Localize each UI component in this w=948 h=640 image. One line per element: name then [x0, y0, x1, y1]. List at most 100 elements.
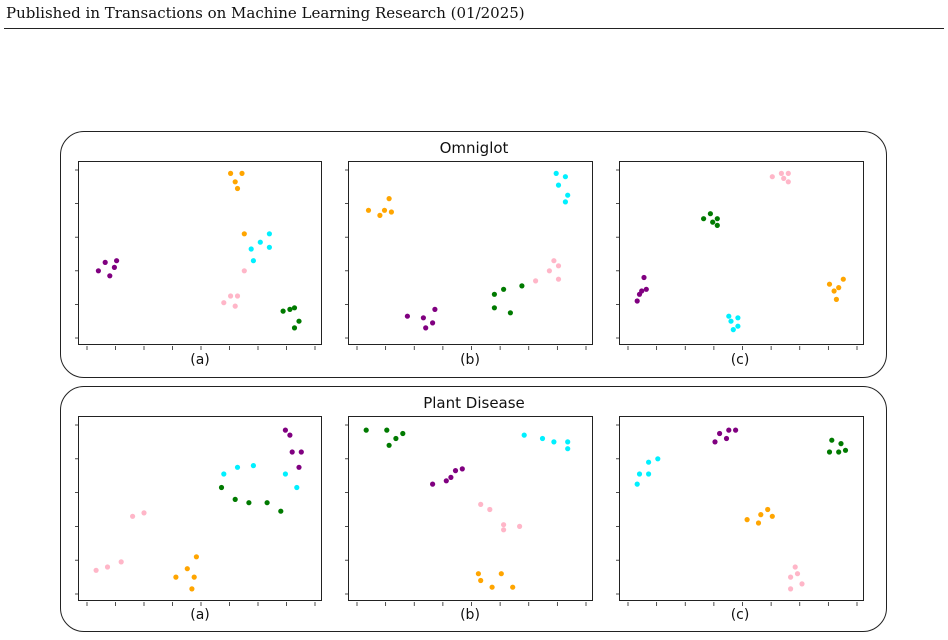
omniglot-group-box: [60, 131, 887, 378]
scatter-point-green: [400, 430, 406, 437]
scatter-point-cyan: [539, 435, 546, 442]
scatter-point-pink: [785, 179, 791, 185]
scatter-point-orange: [191, 574, 197, 580]
scatter-point-orange: [489, 584, 495, 590]
scatter-point-pink: [232, 303, 238, 309]
scatter-point-purple: [639, 288, 645, 294]
plant-disease-group-box: [60, 386, 887, 632]
scatter-point-cyan: [562, 174, 568, 180]
scatter-point-cyan: [221, 471, 227, 477]
plant-disease-panel-b-label: (b): [460, 607, 480, 623]
scatter-point-green: [507, 310, 513, 316]
scatter-point-purple: [726, 427, 732, 433]
scatter-point-pink: [794, 571, 801, 577]
scatter-point-pink: [228, 293, 234, 299]
scatter-point-green: [491, 305, 497, 311]
scatter-point-purple: [443, 478, 449, 484]
scatter-point-cyan: [551, 439, 557, 445]
scatter-point-green: [363, 427, 369, 433]
scatter-point-purple: [712, 439, 718, 445]
scatter-point-orange: [365, 207, 372, 213]
scatter-point-cyan: [730, 327, 736, 333]
scatter-point-green: [287, 306, 293, 312]
plant-disease-panel-a-plot: [75, 424, 316, 606]
scatter-point-cyan: [294, 484, 300, 491]
scatter-point-pink: [478, 501, 484, 507]
scatter-point-orange: [765, 506, 771, 513]
scatter-point-cyan: [250, 258, 256, 264]
scatter-point-purple: [298, 449, 304, 455]
scatter-point-pink: [555, 276, 562, 282]
scatter-point-green: [218, 484, 225, 491]
scatter-point-green: [714, 222, 720, 228]
scatter-point-purple: [452, 468, 459, 474]
scatter-point-orange: [388, 209, 394, 215]
scatter-point-pink: [104, 564, 111, 570]
scatter-point-pink: [487, 506, 493, 513]
omniglot-panel-a-label: (a): [190, 352, 210, 368]
scatter-point-purple: [459, 466, 465, 472]
scatter-point-green: [291, 305, 298, 311]
scatter-point-green: [296, 318, 302, 324]
omniglot-panel-a-plot: [75, 169, 316, 350]
plant-disease-panel-a-label: (a): [190, 607, 210, 623]
scatter-point-pink: [788, 574, 794, 580]
scatter-point-purple: [420, 315, 426, 321]
omniglot-panel-c: [616, 161, 864, 350]
scatter-point-pink: [118, 559, 124, 565]
scatter-point-green: [842, 447, 849, 453]
scatter-point-orange: [228, 170, 234, 176]
omniglot-panel-b-plot: [345, 169, 587, 350]
scatter-point-orange: [840, 276, 846, 282]
scatter-point-purple: [289, 449, 295, 455]
scatter-point-pink: [93, 567, 99, 573]
scatter-point-orange: [498, 571, 504, 577]
scatter-point-orange: [241, 231, 247, 237]
scatter-point-cyan: [728, 318, 734, 324]
scatter-point-pink: [788, 586, 794, 592]
scatter-point-pink: [517, 523, 523, 529]
scatter-point-pink: [501, 522, 507, 528]
scatter-point-pink: [141, 510, 147, 516]
plant-disease-panel-c: [616, 416, 864, 606]
scatter-point-green: [386, 442, 392, 448]
scatter-point-cyan: [735, 315, 741, 321]
scatter-point-purple: [423, 325, 429, 331]
scatter-point-green: [519, 283, 525, 289]
scatter-point-purple: [641, 274, 647, 281]
omniglot-panel-b: [345, 161, 593, 350]
scatter-point-cyan: [646, 459, 652, 465]
scatter-point-pink: [130, 513, 136, 519]
scatter-point-orange: [239, 170, 245, 176]
omniglot-panel-c-label: (c): [730, 352, 750, 368]
scatter-point-purple: [102, 259, 108, 265]
scatter-point-cyan: [636, 471, 643, 477]
scatter-point-green: [491, 291, 497, 297]
scatter-point-cyan: [266, 244, 272, 250]
scatter-point-purple: [448, 474, 454, 480]
scatter-point-cyan: [234, 464, 241, 470]
scatter-point-pink: [799, 581, 805, 587]
scatter-point-purple: [723, 435, 730, 442]
plant-disease-panel-a: [75, 416, 322, 606]
scatter-point-pink: [792, 564, 798, 570]
scatter-point-pink: [555, 263, 562, 269]
scatter-point-green: [384, 427, 390, 433]
plant-disease-panel-c-label: (c): [730, 607, 750, 623]
scatter-point-orange: [232, 179, 238, 185]
running-header: Published in Transactions on Machine Lea…: [6, 4, 525, 22]
scatter-point-orange: [826, 281, 833, 287]
omniglot-panel-a: [75, 161, 322, 350]
scatter-point-cyan: [634, 481, 640, 487]
scatter-point-green: [714, 216, 720, 222]
scatter-point-cyan: [562, 199, 568, 205]
scatter-point-orange: [193, 554, 199, 560]
scatter-point-orange: [234, 185, 241, 192]
scatter-point-green: [838, 441, 844, 447]
scatter-point-green: [701, 216, 707, 222]
scatter-point-cyan: [282, 471, 288, 477]
scatter-point-pink: [546, 268, 552, 274]
header-rule: [4, 28, 944, 29]
scatter-point-orange: [510, 584, 516, 590]
scatter-point-orange: [755, 520, 762, 526]
